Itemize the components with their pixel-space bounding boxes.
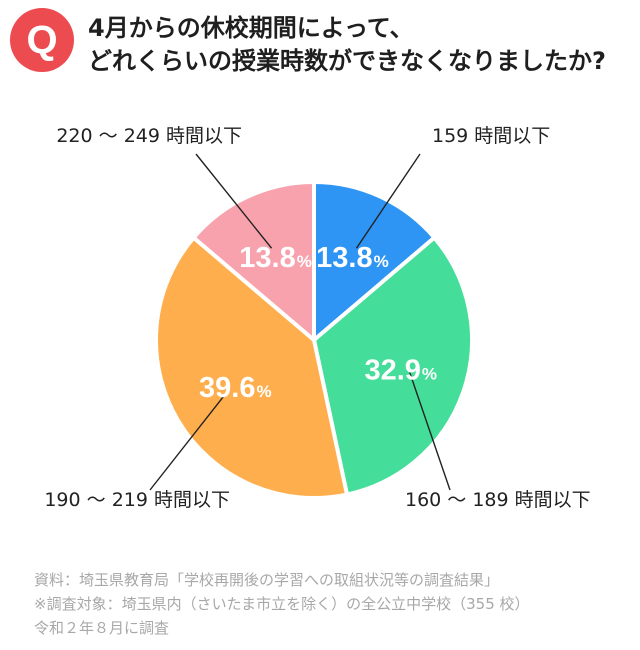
footnote: 資料：埼玉県教育局「学校再開後の学習への取組状況等の調査結果」 ※調査対象：埼玉… xyxy=(34,568,634,640)
percent-label-4: 13.8% xyxy=(239,242,312,274)
footnote-scope: ※調査対象：埼玉県内（さいたま市立を除く）の全公立中学校（355 校） xyxy=(34,595,530,613)
category-label-1: 159 時間以下 xyxy=(432,125,550,147)
category-label-2: 160 〜 189 時間以下 xyxy=(405,489,591,511)
footnote-source: 資料：埼玉県教育局「学校再開後の学習への取組状況等の調査結果」 xyxy=(34,571,500,589)
category-label-3: 190 〜 219 時間以下 xyxy=(44,489,230,511)
question-badge-letter: Q xyxy=(26,18,58,62)
footnote-date: 令和２年８月に調査 xyxy=(34,619,170,637)
pie-slices xyxy=(154,180,474,500)
category-label-4: 220 〜 249 時間以下 xyxy=(56,125,242,147)
leader-line-1 xyxy=(355,153,421,249)
percent-labels: 13.8% 32.9% 39.6% 13.8% xyxy=(199,242,437,404)
pie-slice-2 xyxy=(312,235,474,497)
pie-slice-4 xyxy=(191,180,316,342)
pie-slice-1 xyxy=(312,180,437,342)
question-badge: Q xyxy=(10,8,74,72)
percent-label-2: 32.9% xyxy=(364,355,437,387)
leader-line-2 xyxy=(409,372,451,491)
title-line-2: どれくらいの授業時数ができなくなりましたか? xyxy=(88,47,606,75)
percent-label-1: 13.8% xyxy=(316,242,389,274)
pie-chart: 13.8% 32.9% 39.6% 13.8% 159 時間以下 160 〜 189 時… xyxy=(44,125,590,511)
title-line-1: 4月からの休校期間によって、 xyxy=(88,14,414,42)
category-labels: 159 時間以下 160 〜 189 時間以下 190 〜 219 時間以下 220 … xyxy=(44,125,590,511)
leader-line-3 xyxy=(149,391,228,491)
chart-title: 4月からの休校期間によって、 どれくらいの授業時数ができなくなりましたか? xyxy=(88,12,636,78)
pie-slice-3 xyxy=(154,235,349,500)
leader-lines xyxy=(149,153,451,491)
leader-line-4 xyxy=(195,153,273,249)
percent-label-3: 39.6% xyxy=(199,372,272,404)
